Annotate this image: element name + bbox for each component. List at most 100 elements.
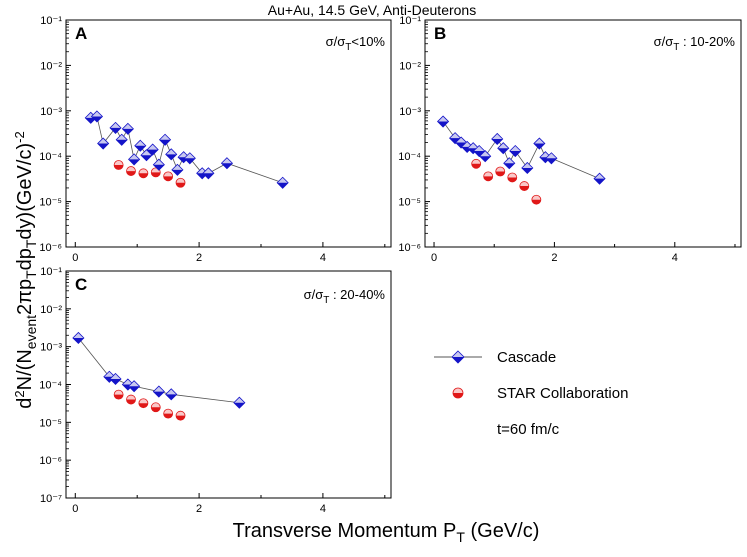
x-tick-label: 4 (672, 252, 678, 264)
cascade-point (436, 115, 450, 128)
star-point (483, 171, 494, 182)
star-point (138, 398, 149, 409)
cascade-point (165, 388, 178, 401)
y-tick-label: 10⁻⁴ (39, 380, 62, 392)
star-point (175, 410, 186, 421)
cascade-point (128, 380, 141, 393)
star-point (519, 181, 530, 191)
legend-star-marker (452, 387, 464, 399)
star-point (113, 160, 124, 170)
legend-cascade-diamond (451, 350, 465, 364)
x-tick-label: 0 (72, 503, 78, 515)
cascade-point (171, 163, 184, 176)
legend-cascade-marker (451, 350, 465, 364)
y-tick-label: 10⁻³ (40, 342, 62, 354)
cascade-point (545, 152, 558, 165)
y-tick-label: 10⁻⁶ (39, 455, 62, 467)
y-tick-label: 10⁻⁶ (39, 242, 62, 254)
y-tick-label: 10⁻³ (40, 106, 62, 118)
cascade-point (97, 137, 110, 150)
legend-note: t=60 fm/c (497, 421, 560, 438)
star-point (113, 389, 124, 400)
star-point (126, 166, 136, 176)
x-tick-label: 4 (320, 252, 326, 264)
x-tick-label: 2 (196, 503, 202, 515)
legend-star-label: STAR Collaboration (497, 385, 628, 402)
cascade-point (134, 139, 147, 152)
cascade-point (109, 372, 122, 386)
panel-label: B (434, 24, 446, 43)
centrality-label: σ/σT<10% (326, 34, 386, 53)
cascade-point (497, 142, 510, 155)
cascade-point (128, 153, 141, 166)
cascade-point (533, 137, 546, 150)
cascade-point (509, 144, 522, 158)
star-point (163, 171, 174, 182)
cascade-point (202, 167, 215, 180)
y-tick-label: 10⁻³ (399, 106, 421, 118)
star-point (150, 402, 161, 413)
y-tick-label: 10⁻⁵ (39, 197, 62, 209)
x-tick-label: 2 (196, 252, 202, 264)
chart-title: Au+Au, 14.5 GeV, Anti-Deuterons (268, 2, 476, 18)
star-point (175, 177, 186, 188)
star-point (531, 194, 542, 205)
cascade-point (72, 331, 85, 345)
cascade-point (90, 110, 104, 123)
y-tick-label: 10⁻⁴ (398, 151, 421, 163)
x-tick-label: 0 (431, 252, 437, 264)
cascade-point (233, 396, 246, 409)
cascade-point (165, 148, 178, 161)
centrality-label: σ/σT : 20-40% (304, 287, 386, 306)
star-point (495, 166, 506, 177)
cascade-point (115, 133, 128, 146)
cascade-point (146, 143, 159, 156)
y-tick-label: 10⁻¹ (399, 15, 421, 27)
y-tick-label: 10⁻¹ (40, 266, 62, 278)
plot-frame (65, 19, 392, 248)
legend-star-circle (452, 387, 464, 399)
star-point (150, 167, 161, 178)
cascade-point (152, 385, 165, 398)
cascade-point (491, 132, 504, 146)
panel-a: 10⁻⁶ 10⁻⁵ 10⁻⁴ 10⁻³ 10⁻² 10⁻¹ 0 2 4 A σ/σT<10% (39, 15, 392, 264)
plot-frame (65, 270, 392, 499)
panel-label: C (75, 275, 87, 294)
y-tick-label: 10⁻² (40, 304, 62, 316)
cascade-point (521, 161, 534, 175)
star-point (126, 394, 136, 405)
centrality-label: σ/σT : 10-20% (654, 34, 736, 53)
legend: Cascade STAR Collaboration t=60 fm/c (434, 349, 628, 438)
plot-frame (424, 19, 742, 248)
panel-label: A (75, 24, 87, 43)
cascade-point (276, 176, 289, 189)
y-tick-label: 10⁻⁵ (39, 417, 62, 429)
y-axis-title: d2N/(Nevent2πpTdpTdy)(GeV/c)-2 (12, 131, 39, 408)
x-axis-title: Transverse Momentum PT (GeV/c) (233, 520, 540, 545)
cascade-point (152, 158, 165, 171)
y-tick-label: 10⁻⁵ (398, 197, 421, 209)
cascade-point (503, 157, 516, 170)
cascade-point (593, 172, 606, 185)
cascade-point (220, 157, 234, 170)
panel-b: 10⁻⁶ 10⁻⁵ 10⁻⁴ 10⁻³ 10⁻² 10⁻¹ 0 2 4 B σ/σT : 10-20… (398, 15, 742, 264)
y-tick-label: 10⁻² (40, 60, 62, 72)
y-tick-label: 10⁻⁴ (39, 151, 62, 163)
cascade-point (158, 133, 172, 146)
legend-cascade-label: Cascade (497, 349, 556, 366)
cascade-point (109, 121, 122, 134)
cascade-point (183, 152, 196, 165)
star-point (507, 172, 518, 183)
star-point (163, 408, 174, 419)
cascade-point (140, 149, 153, 162)
panel-c: 10⁻⁷ 10⁻⁶ 10⁻⁵ 10⁻⁴ 10⁻³ 10⁻² 10⁻¹ 0 2 4 Cσ/σT : 2… (39, 266, 392, 515)
star-point (471, 158, 482, 169)
y-tick-label: 10⁻² (399, 60, 421, 72)
cascade-point (479, 150, 492, 163)
y-tick-label: 10⁻⁷ (40, 493, 62, 505)
y-tick-label: 10⁻⁶ (398, 242, 421, 254)
x-tick-label: 0 (72, 252, 78, 264)
cascade-point (121, 122, 134, 135)
x-tick-label: 2 (551, 252, 557, 264)
